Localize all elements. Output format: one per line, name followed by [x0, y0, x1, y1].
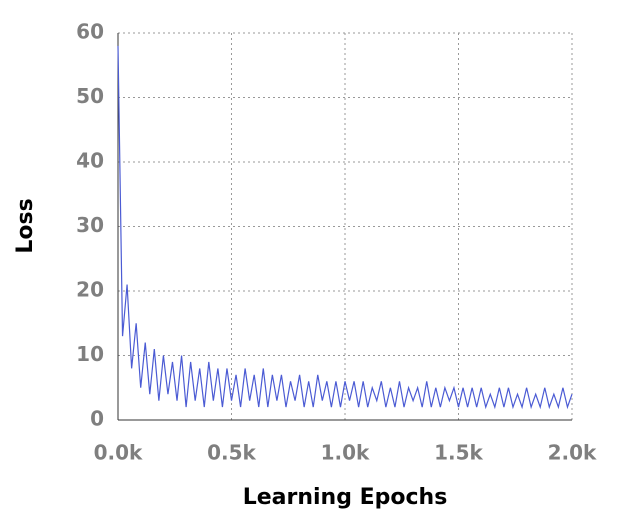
- x-tick-label: 0.5k: [207, 441, 256, 465]
- y-tick-label: 0: [90, 407, 104, 431]
- y-tick-label: 60: [76, 20, 104, 44]
- x-tick-label: 0.0k: [94, 441, 143, 465]
- x-axis-label: Learning Epochs: [243, 485, 448, 510]
- y-axis-label: Loss: [13, 198, 38, 253]
- y-tick-label: 20: [76, 278, 104, 302]
- x-tick-label: 1.5k: [434, 441, 483, 465]
- loss-line: [117, 45, 573, 410]
- y-tick-label: 30: [76, 213, 104, 237]
- y-tick-label: 40: [76, 149, 104, 173]
- y-tick-label: 10: [76, 342, 104, 366]
- x-tick-label: 1.0k: [321, 441, 370, 465]
- y-tick-label: 50: [76, 84, 104, 108]
- x-tick-label: 2.0k: [548, 441, 597, 465]
